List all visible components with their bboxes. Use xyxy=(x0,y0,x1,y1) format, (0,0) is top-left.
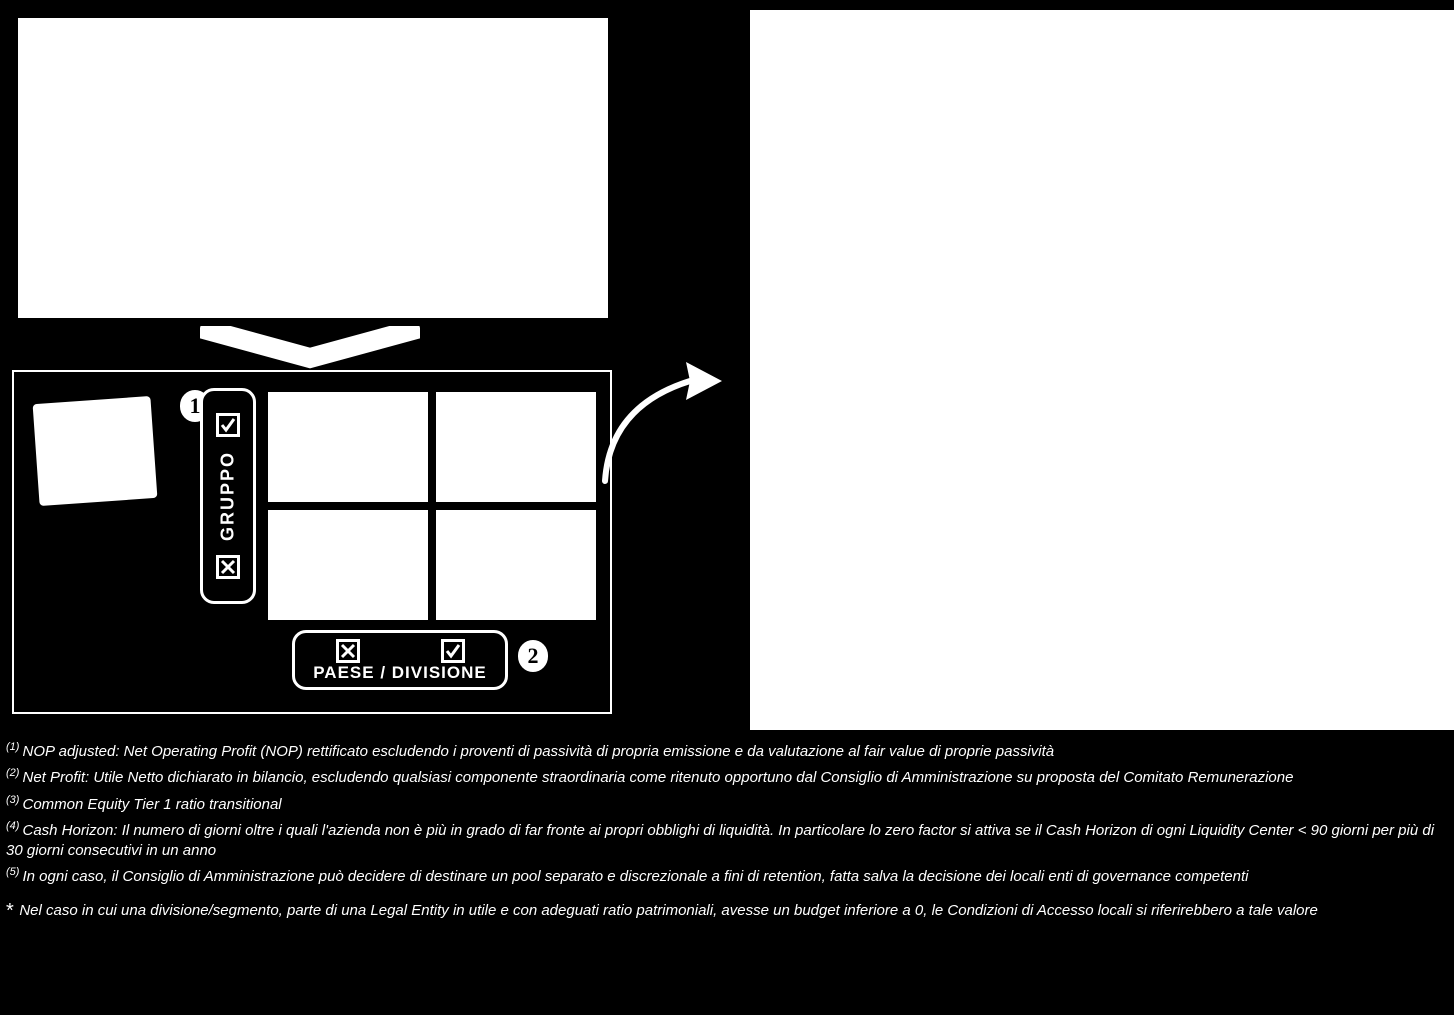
asterisk-icon: * xyxy=(6,900,19,922)
matrix-cell-top-left xyxy=(268,392,428,502)
paese-divisione-label: PAESE / DIVISIONE xyxy=(313,663,487,683)
footnote-2: (2) Net Profit: Utile Netto dichiarato i… xyxy=(6,766,1448,788)
footnote-5: (5) In ogni caso, il Consiglio di Ammini… xyxy=(6,865,1448,887)
right-detail-panel xyxy=(750,10,1454,730)
chevron-down-icon xyxy=(200,326,420,375)
check-icon xyxy=(216,413,240,437)
cross-icon xyxy=(336,639,360,663)
footnote-1-sup: (1) xyxy=(6,741,23,753)
footnote-4-text: Cash Horizon: Il numero di giorni oltre … xyxy=(6,822,1434,859)
footnote-3-sup: (3) xyxy=(6,794,23,806)
footnote-star: * Nel caso in cui una divisione/segmento… xyxy=(6,898,1448,925)
badge-two-label: 2 xyxy=(528,643,539,669)
badge-one-label: 1 xyxy=(190,393,201,419)
footnote-star-text: Nel caso in cui una divisione/segmento, … xyxy=(19,902,1318,919)
footnote-1-text: NOP adjusted: Net Operating Profit (NOP)… xyxy=(23,743,1055,760)
paese-divisione-axis: PAESE / DIVISIONE xyxy=(292,630,508,690)
badge-two: 2 xyxy=(518,640,548,672)
footnotes-block: (1) NOP adjusted: Net Operating Profit (… xyxy=(6,740,1448,929)
footnote-5-text: In ogni caso, il Consiglio di Amministra… xyxy=(23,868,1249,885)
footnote-2-sup: (2) xyxy=(6,767,23,779)
matrix-cell-bottom-right xyxy=(436,510,596,620)
footnote-4: (4) Cash Horizon: Il numero di giorni ol… xyxy=(6,819,1448,862)
footnote-2-text: Net Profit: Utile Netto dichiarato in bi… xyxy=(23,769,1294,786)
footnote-4-sup: (4) xyxy=(6,820,23,832)
gruppo-label: GRUPPO xyxy=(218,451,239,541)
gruppo-axis: GRUPPO xyxy=(200,388,256,604)
footnote-1: (1) NOP adjusted: Net Operating Profit (… xyxy=(6,740,1448,762)
footnote-5-sup: (5) xyxy=(6,866,23,878)
matrix-cell-top-right xyxy=(436,392,596,502)
cross-icon xyxy=(216,555,240,579)
top-info-box xyxy=(18,18,608,318)
check-icon xyxy=(441,639,465,663)
matrix-cell-bottom-left xyxy=(268,510,428,620)
footnote-3: (3) Common Equity Tier 1 ratio transitio… xyxy=(6,793,1448,815)
footnote-3-text: Common Equity Tier 1 ratio transitional xyxy=(23,796,282,813)
small-info-card xyxy=(33,396,158,506)
arrow-curve-icon xyxy=(590,356,730,491)
